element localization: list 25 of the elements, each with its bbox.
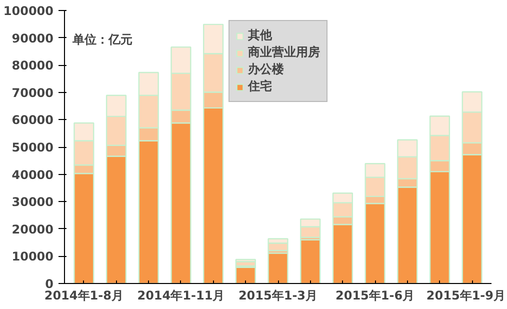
legend-label: 其他 <box>248 27 272 44</box>
y-tick-label: 40000 <box>12 168 54 182</box>
y-tick-label: 30000 <box>12 195 54 210</box>
legend-label: 商业营业用房 <box>248 44 320 61</box>
annotation: 单位：亿元 <box>72 32 132 46</box>
bar <box>268 242 288 252</box>
x-tick-label: 2014年1-11月 <box>137 288 225 302</box>
y-tick-label: 10000 <box>12 250 54 264</box>
legend-label: 办公楼 <box>248 61 284 78</box>
bar <box>268 252 288 284</box>
x-tick-label: 2015年1-6月 <box>336 288 415 302</box>
y-tick-label: 70000 <box>12 86 54 100</box>
bar <box>300 239 321 284</box>
bar <box>235 258 256 262</box>
y-tick-label: 50000 <box>12 140 54 154</box>
y-tick-label: 80000 <box>12 58 54 73</box>
y-tick-label: 0 <box>45 277 54 291</box>
y-tick-label: 20000 <box>12 222 54 236</box>
x-tick-label: 2015年1-3月 <box>238 288 318 302</box>
y-tick-label: 100000 <box>3 4 54 18</box>
x-tick-label: 2014年1-8月 <box>44 288 124 302</box>
legend-label: 住宅 <box>248 78 272 95</box>
y-tick-label: 60000 <box>12 113 54 128</box>
x-tick-label: 2015年1-9月 <box>426 288 506 302</box>
y-tick-label: 90000 <box>12 31 54 46</box>
